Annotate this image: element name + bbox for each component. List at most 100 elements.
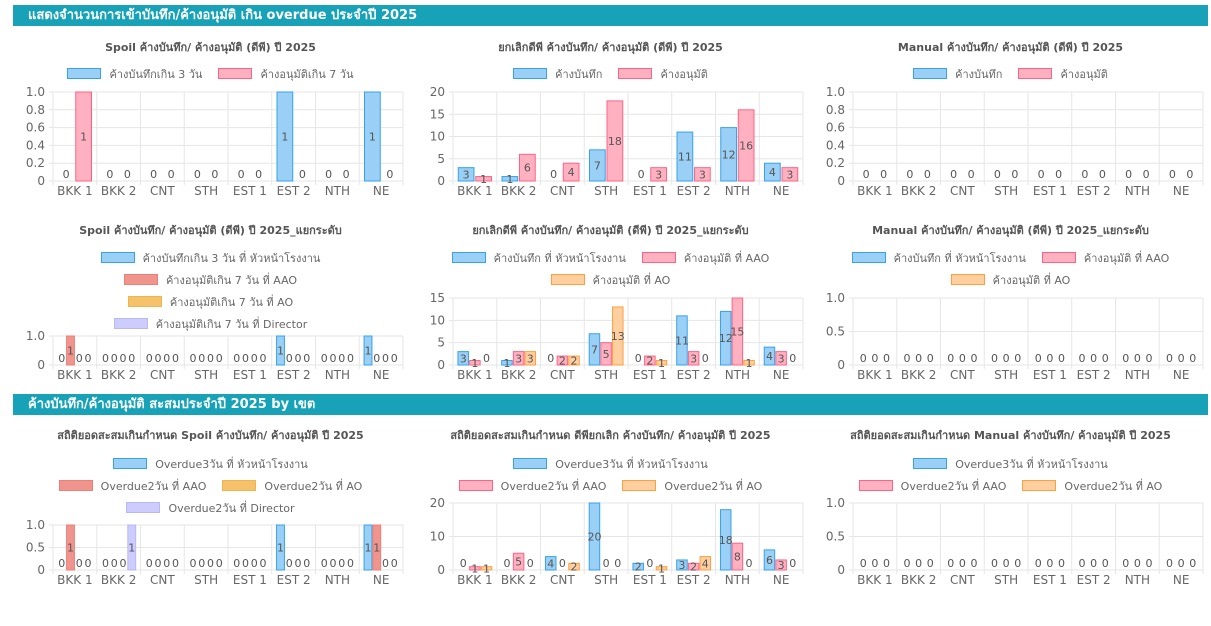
legend-item[interactable]: Overdue2วัน ที่ AAO: [858, 476, 1006, 498]
legend-item[interactable]: ค้างอนุมัติ: [618, 64, 708, 86]
legend-item[interactable]: Overdue2วัน ที่ Director: [126, 498, 295, 520]
legend-item[interactable]: ค้างบันทึก ที่ หัวหน้าโรงงาน: [451, 248, 626, 270]
data-label: 11: [678, 151, 692, 164]
bar[interactable]: [127, 524, 137, 571]
bar[interactable]: [606, 100, 624, 182]
y-tick-label: 0.6: [26, 121, 45, 135]
legend-item[interactable]: ค้างอนุมัติเกิน 7 วัน ที่ AO: [127, 292, 293, 314]
bar[interactable]: [719, 509, 732, 571]
legend-item[interactable]: ค้างบันทึกเกิน 3 วัน: [67, 64, 202, 86]
legend-item[interactable]: ค้างอนุมัติ ที่ AO: [550, 270, 670, 292]
bar[interactable]: [519, 153, 536, 182]
bar[interactable]: [694, 167, 711, 182]
bar[interactable]: [568, 355, 580, 366]
bar[interactable]: [731, 542, 744, 571]
bar[interactable]: [457, 351, 469, 366]
legend-item[interactable]: ค้างอนุมัติ: [1018, 64, 1108, 86]
bar[interactable]: [480, 566, 493, 571]
bar[interactable]: [512, 552, 525, 571]
data-label: 0: [106, 168, 113, 181]
bar[interactable]: [469, 360, 481, 366]
bar[interactable]: [720, 127, 737, 182]
bar[interactable]: [66, 335, 75, 366]
legend-item[interactable]: Overdue3วัน ที่ หัวหน้าโรงงาน: [113, 454, 308, 476]
bar[interactable]: [600, 342, 612, 366]
bar[interactable]: [763, 346, 776, 366]
bar[interactable]: [512, 351, 525, 366]
bar[interactable]: [363, 524, 373, 571]
bar[interactable]: [276, 524, 285, 571]
bar[interactable]: [276, 91, 294, 182]
bar[interactable]: [676, 315, 688, 366]
bar[interactable]: [544, 556, 557, 571]
bar[interactable]: [731, 297, 744, 366]
bar[interactable]: [763, 549, 776, 571]
bar[interactable]: [775, 351, 787, 366]
bar[interactable]: [632, 562, 644, 571]
bar[interactable]: [644, 355, 656, 366]
legend-swatch: [451, 252, 486, 263]
bar[interactable]: [775, 559, 787, 571]
data-label: 3: [515, 352, 522, 365]
legend-item[interactable]: Overdue2วัน ที่ AAO: [58, 476, 206, 498]
bar[interactable]: [276, 335, 285, 366]
legend-item[interactable]: ค้างอนุมัติเกิน 7 วัน: [218, 64, 354, 86]
data-label: 1: [658, 357, 665, 370]
legend-item[interactable]: Overdue3วัน ที่ หัวหน้าโรงงาน: [513, 454, 708, 476]
bar[interactable]: [457, 167, 475, 182]
bar[interactable]: [699, 556, 712, 571]
bar[interactable]: [501, 176, 519, 182]
legend-item[interactable]: ค้างอนุมัติ ที่ AAO: [641, 248, 769, 270]
bar[interactable]: [66, 524, 75, 571]
legend-label: Overdue2วัน ที่ Director: [168, 502, 295, 515]
bar[interactable]: [676, 559, 688, 571]
bar[interactable]: [612, 306, 624, 366]
legend-item[interactable]: Overdue3วัน ที่ หัวหน้าโรงงาน: [913, 454, 1108, 476]
legend-label: Overdue2วัน ที่ AAO: [500, 480, 607, 493]
legend-item[interactable]: ค้างอนุมัติเกิน 7 วัน ที่ Director: [113, 314, 307, 336]
bar[interactable]: [562, 162, 580, 182]
bar[interactable]: [737, 109, 755, 182]
legend-item[interactable]: ค้างอนุมัติเกิน 7 วัน ที่ AAO: [123, 270, 297, 292]
bar[interactable]: [588, 333, 601, 366]
bar[interactable]: [469, 566, 481, 571]
bar[interactable]: [687, 562, 700, 571]
bar[interactable]: [372, 524, 382, 571]
bar[interactable]: [363, 335, 373, 366]
bar[interactable]: [655, 566, 668, 571]
bar[interactable]: [719, 310, 732, 366]
data-label: 0: [1122, 557, 1129, 570]
bar[interactable]: [676, 131, 694, 182]
legend-item[interactable]: ค้างบันทึก: [913, 64, 1002, 86]
bar[interactable]: [743, 360, 755, 366]
data-label: 0: [789, 352, 796, 365]
legend-item[interactable]: ค้างบันทึกเกิน 3 วัน ที่ หัวหน้าโรงงาน: [100, 248, 320, 270]
bar[interactable]: [764, 162, 781, 182]
legend-item[interactable]: ค้างอนุมัติ ที่ AAO: [1041, 248, 1169, 270]
legend-item[interactable]: ค้างอนุมัติ ที่ AO: [950, 270, 1070, 292]
legend-item[interactable]: Overdue2วัน ที่ AO: [1022, 476, 1162, 498]
bar[interactable]: [75, 91, 92, 182]
x-tick-label: STH: [994, 573, 1018, 587]
bar[interactable]: [364, 91, 381, 182]
legend-item[interactable]: Overdue2วัน ที่ AO: [622, 476, 762, 498]
legend-item[interactable]: ค้างบันทึก ที่ หัวหน้าโรงงาน: [851, 248, 1026, 270]
bar[interactable]: [650, 167, 667, 182]
data-label: 0: [883, 352, 890, 365]
bar[interactable]: [781, 167, 799, 182]
bar[interactable]: [655, 360, 668, 366]
legend-item[interactable]: Overdue2วัน ที่ AAO: [458, 476, 607, 498]
bar[interactable]: [588, 502, 601, 571]
bar[interactable]: [524, 351, 537, 366]
y-tick-label: 15: [430, 107, 445, 121]
bar[interactable]: [687, 351, 700, 366]
data-label: 3: [655, 168, 662, 181]
bar[interactable]: [475, 176, 492, 182]
bar[interactable]: [589, 149, 606, 182]
bar[interactable]: [556, 355, 569, 366]
legend-item[interactable]: ค้างบันทึก: [513, 64, 602, 86]
legend-label: ค้างบันทึก ที่ หัวหน้าโรงงาน: [493, 252, 626, 265]
bar[interactable]: [501, 360, 513, 366]
legend-item[interactable]: Overdue2วัน ที่ AO: [222, 476, 362, 498]
bar[interactable]: [568, 562, 580, 571]
